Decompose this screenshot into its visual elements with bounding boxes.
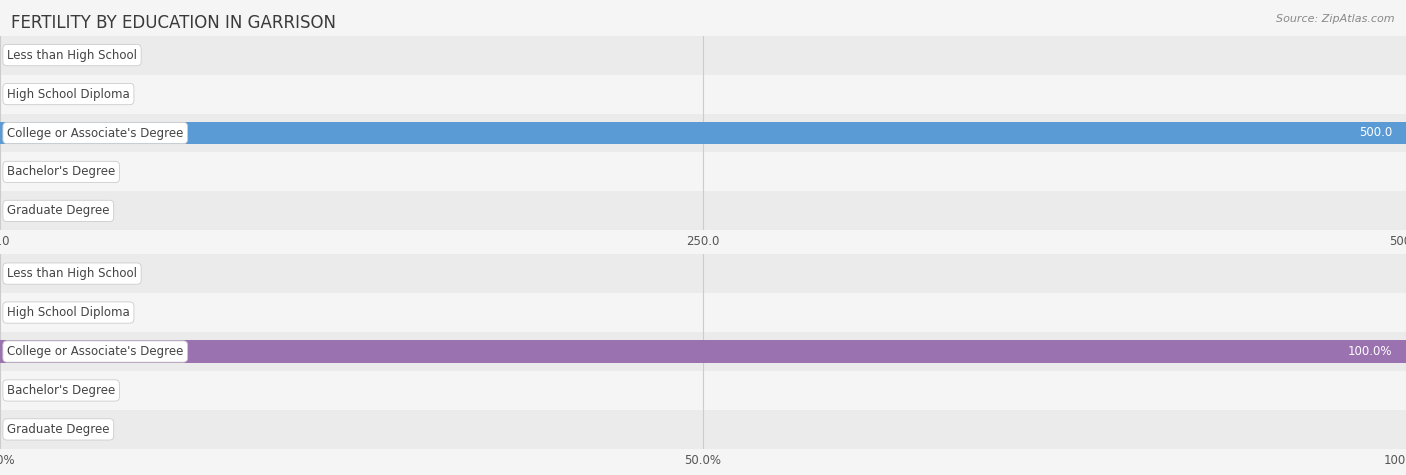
Text: College or Associate's Degree: College or Associate's Degree <box>7 126 183 140</box>
Text: 0.0%: 0.0% <box>17 306 46 319</box>
Text: Graduate Degree: Graduate Degree <box>7 204 110 218</box>
Bar <box>0 371 1406 410</box>
Bar <box>0 114 1406 152</box>
Text: High School Diploma: High School Diploma <box>7 306 129 319</box>
Text: FERTILITY BY EDUCATION IN GARRISON: FERTILITY BY EDUCATION IN GARRISON <box>11 14 336 32</box>
Bar <box>0 410 1406 449</box>
Text: 0.0%: 0.0% <box>17 384 46 397</box>
Bar <box>0 254 1406 293</box>
Bar <box>0 75 1406 114</box>
Bar <box>0 191 1406 230</box>
Bar <box>0 122 1406 144</box>
Text: Less than High School: Less than High School <box>7 48 136 62</box>
Text: 500.0: 500.0 <box>1358 126 1392 140</box>
Bar <box>0 152 1406 191</box>
Text: 0.0%: 0.0% <box>17 423 46 436</box>
Bar <box>0 340 1406 363</box>
Text: 0.0%: 0.0% <box>17 267 46 280</box>
Text: High School Diploma: High School Diploma <box>7 87 129 101</box>
Bar <box>0 36 1406 75</box>
Bar <box>0 332 1406 371</box>
Text: College or Associate's Degree: College or Associate's Degree <box>7 345 183 358</box>
Text: 0.0: 0.0 <box>17 165 35 179</box>
Text: 0.0: 0.0 <box>17 87 35 101</box>
Text: Less than High School: Less than High School <box>7 267 136 280</box>
Bar <box>0 293 1406 332</box>
Text: Source: ZipAtlas.com: Source: ZipAtlas.com <box>1277 14 1395 24</box>
Text: Bachelor's Degree: Bachelor's Degree <box>7 384 115 397</box>
Text: Bachelor's Degree: Bachelor's Degree <box>7 165 115 179</box>
Text: Graduate Degree: Graduate Degree <box>7 423 110 436</box>
Text: 100.0%: 100.0% <box>1347 345 1392 358</box>
Text: 0.0: 0.0 <box>17 48 35 62</box>
Text: 0.0: 0.0 <box>17 204 35 218</box>
